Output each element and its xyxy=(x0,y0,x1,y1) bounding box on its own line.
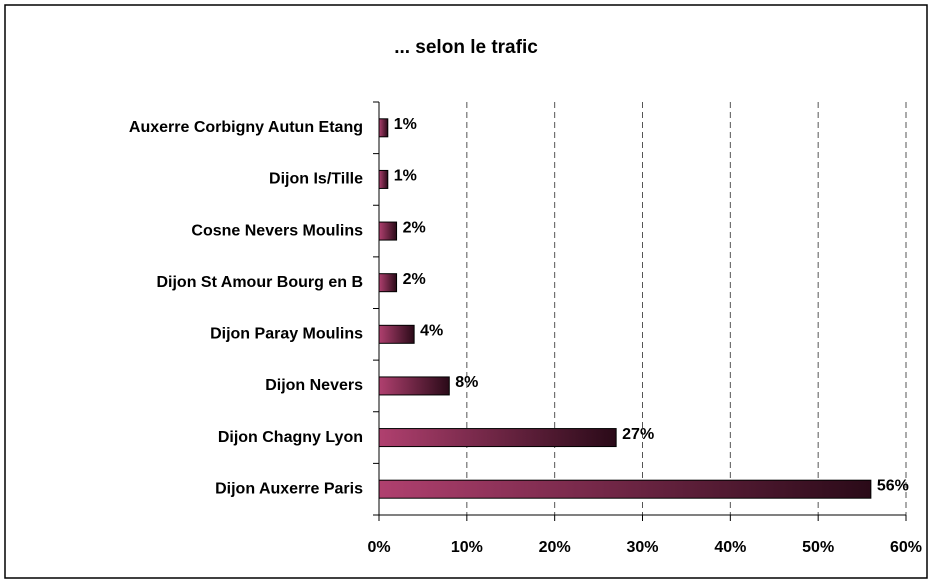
value-label: 27% xyxy=(622,426,654,443)
value-label: 8% xyxy=(455,374,478,391)
chart-title: ... selon le trafic xyxy=(394,37,538,58)
value-label: 4% xyxy=(420,323,443,340)
bar xyxy=(378,324,415,344)
bar xyxy=(378,118,389,138)
value-label: 1% xyxy=(394,168,417,185)
y-tick-label: Dijon Nevers xyxy=(265,377,363,394)
x-tick-label: 20% xyxy=(539,539,571,556)
x-tick-label: 0% xyxy=(367,539,390,556)
bar xyxy=(378,428,617,448)
y-tick-label: Auxerre Corbigny Autun Etang xyxy=(129,119,363,136)
value-label: 2% xyxy=(403,271,426,288)
value-label: 2% xyxy=(403,219,426,236)
bar xyxy=(378,376,450,396)
x-tick-label: 40% xyxy=(714,539,746,556)
bar xyxy=(378,221,398,241)
y-tick-label: Cosne Nevers Moulins xyxy=(191,222,363,239)
bar xyxy=(378,479,872,499)
y-tick-label: Dijon St Amour Bourg en B xyxy=(156,274,363,291)
value-label: 56% xyxy=(877,477,909,494)
y-tick-label: Dijon Paray Moulins xyxy=(210,326,363,343)
x-tick-label: 30% xyxy=(626,539,658,556)
bar xyxy=(378,273,398,293)
value-label: 1% xyxy=(394,116,417,133)
x-tick-label: 50% xyxy=(802,539,834,556)
bar xyxy=(378,169,389,189)
x-tick-label: 10% xyxy=(451,539,483,556)
x-tick-label: 60% xyxy=(890,539,922,556)
y-tick-label: Dijon Auxerre Paris xyxy=(215,480,363,497)
y-tick-label: Dijon Is/Tille xyxy=(269,171,363,188)
y-tick-label: Dijon Chagny Lyon xyxy=(218,429,363,446)
